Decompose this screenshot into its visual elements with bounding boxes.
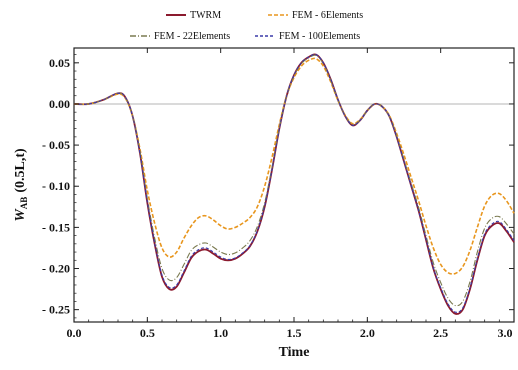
y-axis-title: WAB (0.5L,t) xyxy=(13,148,29,222)
y-axis-title-sub: AB xyxy=(19,197,29,210)
x-axis-title: Time xyxy=(279,345,310,360)
x-tick-label: 0.0 xyxy=(67,326,82,340)
y-axis-title-main: W xyxy=(13,208,28,222)
legend-label: FEM - 100Elements xyxy=(279,31,360,42)
x-tick-label: 3.0 xyxy=(498,326,513,340)
y-tick-label: - 0.20 xyxy=(42,262,70,276)
legend-label: TWRM xyxy=(190,10,221,21)
y-tick-label: - 0.05 xyxy=(42,138,70,152)
series-line-twrm xyxy=(73,53,515,315)
legend-label: FEM - 6Elements xyxy=(292,10,363,21)
y-tick-label: - 0.25 xyxy=(42,303,70,317)
x-axis-ticks: 0.0 0.5 1.0 1.5 2.0 2.5 3.0 xyxy=(67,48,515,340)
y-axis-title-args: (0.5L,t) xyxy=(13,148,28,193)
series-line-fem-100elements xyxy=(73,53,515,313)
y-tick-label: - 0.15 xyxy=(42,220,70,234)
y-tick-label: 0.05 xyxy=(49,56,70,70)
x-tick-label: 1.5 xyxy=(287,326,302,340)
x-tick-label: 2.0 xyxy=(360,326,375,340)
y-axis-ticks: 0.05 0.00 - 0.05 - 0.10 - 0.15 - 0.20 - 0.25 xyxy=(42,54,514,319)
series-layer xyxy=(73,53,515,315)
x-tick-label: 1.0 xyxy=(213,326,228,340)
y-tick-label: 0.00 xyxy=(49,97,70,111)
series-line-fem-6elements xyxy=(73,57,515,275)
plot-frame xyxy=(73,47,515,323)
y-tick-label: - 0.10 xyxy=(42,179,70,193)
x-tick-label: 0.5 xyxy=(140,326,155,340)
legend: TWRM FEM - 6Elements FEM - 22Elements FEM -… xyxy=(130,10,363,42)
series-line-fem-22elements xyxy=(73,54,515,307)
legend-label: FEM - 22Elements xyxy=(154,31,230,42)
x-tick-label: 2.5 xyxy=(433,326,448,340)
